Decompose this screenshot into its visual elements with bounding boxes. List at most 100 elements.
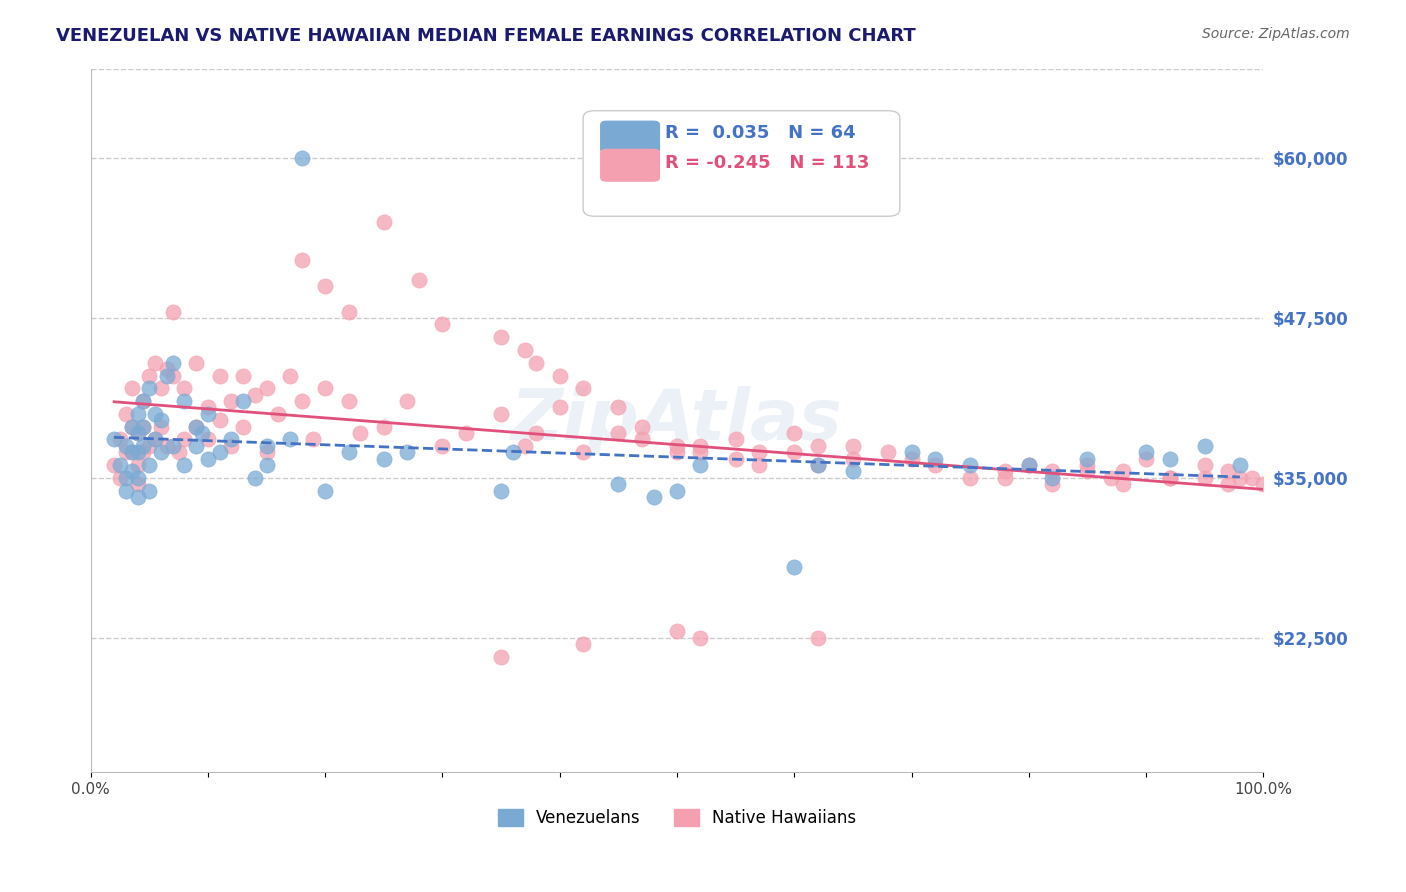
- Point: [121, 381, 143, 395]
- Point: [1159, 471, 1181, 485]
- Point: [132, 394, 155, 409]
- Point: [432, 439, 454, 453]
- Point: [1194, 458, 1216, 472]
- Point: [513, 343, 536, 357]
- Point: [314, 381, 336, 395]
- Point: [900, 451, 922, 466]
- Point: [607, 401, 630, 415]
- Point: [197, 401, 219, 415]
- Point: [1076, 451, 1098, 466]
- Point: [924, 451, 946, 466]
- Point: [572, 445, 595, 459]
- Point: [173, 433, 195, 447]
- Point: [842, 439, 865, 453]
- Point: [1253, 477, 1275, 491]
- Point: [197, 451, 219, 466]
- Point: [302, 433, 325, 447]
- Point: [489, 407, 512, 421]
- Text: VENEZUELAN VS NATIVE HAWAIIAN MEDIAN FEMALE EARNINGS CORRELATION CHART: VENEZUELAN VS NATIVE HAWAIIAN MEDIAN FEM…: [56, 27, 915, 45]
- Point: [221, 433, 243, 447]
- Point: [724, 451, 747, 466]
- Point: [548, 368, 571, 383]
- Point: [149, 381, 172, 395]
- Point: [1194, 471, 1216, 485]
- Point: [572, 637, 595, 651]
- Point: [232, 419, 254, 434]
- Point: [127, 490, 149, 504]
- Point: [689, 631, 711, 645]
- Point: [724, 433, 747, 447]
- Point: [524, 356, 547, 370]
- Point: [877, 445, 900, 459]
- Legend: Venezuelans, Native Hawaiians: Venezuelans, Native Hawaiians: [491, 803, 863, 834]
- Point: [278, 368, 301, 383]
- Point: [162, 304, 184, 318]
- Point: [197, 433, 219, 447]
- Point: [221, 394, 243, 409]
- Point: [807, 631, 830, 645]
- Point: [132, 439, 155, 453]
- Point: [291, 151, 314, 165]
- Point: [607, 477, 630, 491]
- Point: [127, 407, 149, 421]
- Point: [267, 407, 290, 421]
- Point: [197, 407, 219, 421]
- Point: [1018, 458, 1040, 472]
- Point: [162, 368, 184, 383]
- Point: [454, 426, 477, 441]
- Point: [489, 330, 512, 344]
- Point: [689, 445, 711, 459]
- Point: [807, 458, 830, 472]
- Point: [959, 458, 981, 472]
- Point: [665, 445, 688, 459]
- Point: [108, 433, 131, 447]
- Point: [132, 419, 155, 434]
- Point: [121, 419, 143, 434]
- Point: [103, 433, 125, 447]
- Point: [173, 381, 195, 395]
- Point: [149, 445, 172, 459]
- Point: [108, 471, 131, 485]
- Point: [138, 483, 160, 498]
- Point: [314, 279, 336, 293]
- Point: [1040, 471, 1063, 485]
- Point: [643, 490, 665, 504]
- Point: [232, 394, 254, 409]
- Point: [432, 318, 454, 332]
- Text: Source: ZipAtlas.com: Source: ZipAtlas.com: [1202, 27, 1350, 41]
- Point: [1099, 471, 1122, 485]
- Point: [373, 451, 395, 466]
- Point: [1018, 458, 1040, 472]
- Point: [1240, 471, 1263, 485]
- Point: [314, 483, 336, 498]
- Point: [337, 445, 360, 459]
- Point: [114, 407, 136, 421]
- Point: [396, 394, 419, 409]
- Point: [748, 458, 770, 472]
- Point: [256, 458, 278, 472]
- Point: [108, 458, 131, 472]
- Point: [162, 356, 184, 370]
- Point: [186, 419, 208, 434]
- Point: [959, 471, 981, 485]
- Point: [208, 445, 231, 459]
- Point: [607, 426, 630, 441]
- Point: [373, 215, 395, 229]
- Point: [548, 401, 571, 415]
- Point: [1040, 465, 1063, 479]
- Point: [489, 649, 512, 664]
- Point: [1229, 458, 1251, 472]
- Point: [127, 477, 149, 491]
- Point: [337, 394, 360, 409]
- Point: [114, 483, 136, 498]
- Point: [156, 368, 179, 383]
- Point: [127, 445, 149, 459]
- Point: [900, 445, 922, 459]
- Point: [337, 304, 360, 318]
- Point: [162, 439, 184, 453]
- Point: [1111, 465, 1133, 479]
- Point: [396, 445, 419, 459]
- Point: [121, 445, 143, 459]
- Point: [114, 471, 136, 485]
- Point: [630, 433, 652, 447]
